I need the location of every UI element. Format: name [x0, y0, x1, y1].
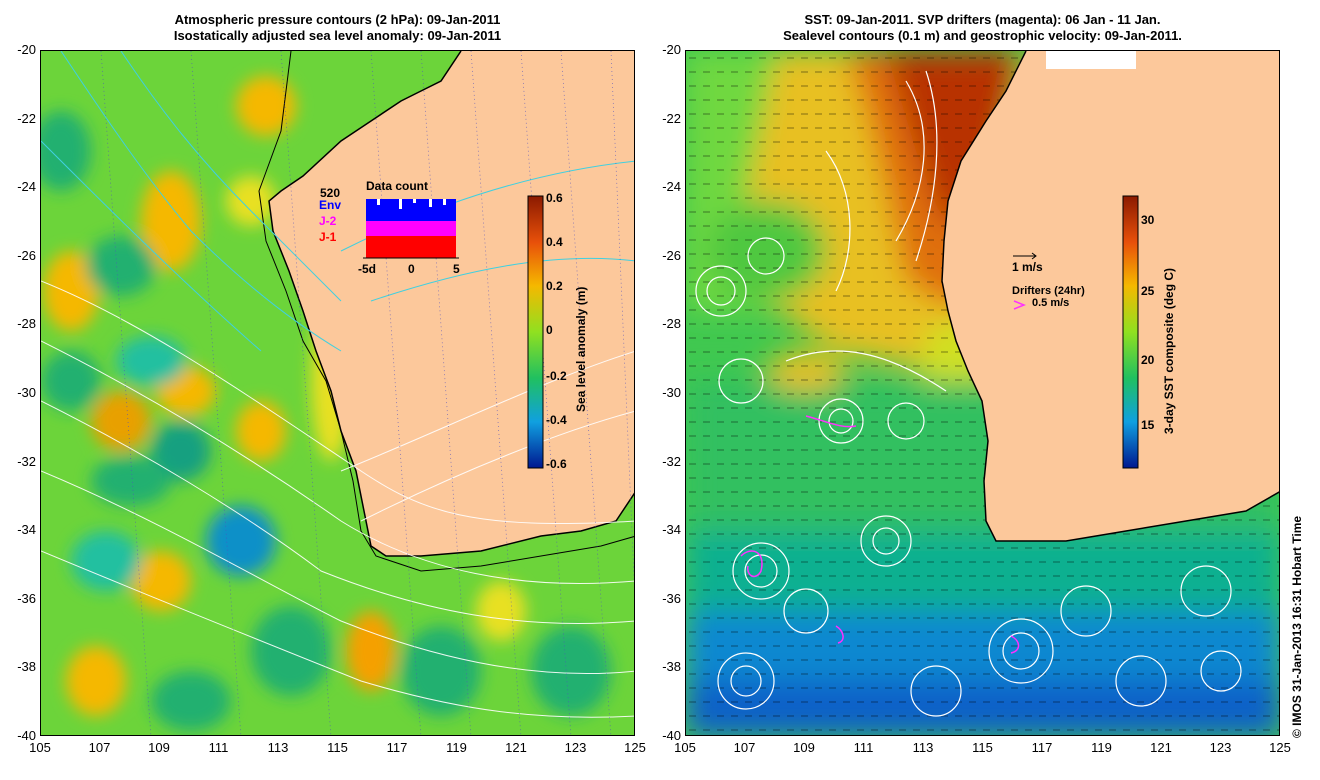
left-cbar-tick: 0.2 [546, 279, 563, 293]
right-lat-tick: -24 [662, 179, 681, 195]
left-lon-tick: 125 [624, 740, 646, 755]
inset-series-j1: J-1 [319, 230, 337, 244]
right-lon-tick: 115 [972, 740, 993, 755]
left-lat-tick: -30 [17, 385, 36, 400]
data-count-inset [363, 199, 459, 259]
right-lon-tick: 107 [733, 740, 756, 755]
right-lat-tick: -38 [662, 659, 681, 675]
drifter-legend-title: Drifters (24hr) [1012, 285, 1085, 297]
left-lat-tick: -20 [17, 42, 36, 57]
left-lat-tick: -36 [17, 590, 36, 606]
left-lon-tick: 107 [88, 740, 111, 755]
right-cbar-tick: 20 [1141, 353, 1155, 367]
left-lat-tick: -24 [17, 179, 36, 195]
inset-xtick: 0 [408, 262, 415, 276]
left-cbar-tick: 0 [546, 323, 553, 337]
credit-text: © IMOS 31-Jan-2013 16:31 Hobart Time [1290, 515, 1304, 738]
left-lon-tick: 121 [505, 740, 527, 755]
velocity-scale-arrow [1013, 252, 1037, 260]
right-lon-tick: 125 [1269, 740, 1291, 755]
right-lon-tick: 109 [793, 740, 815, 755]
left-lon-tick: 119 [446, 740, 467, 755]
right-lon-tick: 113 [912, 740, 934, 755]
sst-map [686, 51, 1279, 735]
left-lat-tick: -28 [17, 316, 36, 332]
left-lon-tick: 117 [386, 740, 408, 755]
right-lat-tick: -22 [662, 110, 681, 126]
inset-max-label: 520 [320, 186, 341, 200]
right-lon-tick: 105 [674, 740, 696, 755]
right-lon-tick: 117 [1031, 740, 1053, 755]
left-cbar-label: Sea level anomaly (m) [574, 286, 588, 412]
left-lon-tick: 115 [327, 740, 348, 755]
inset-xtick: -5d [358, 262, 376, 276]
right-map [685, 50, 1280, 736]
right-title-line2: Sealevel contours (0.1 m) and geostrophi… [783, 28, 1182, 43]
svp-drifter-tracks [740, 415, 1020, 654]
drifter-legend-value: 0.5 m/s [1032, 297, 1070, 309]
left-cbar-tick: 0.6 [546, 191, 563, 205]
drifter-legend-glyph [1013, 300, 1027, 310]
left-lat-tick: -34 [17, 522, 36, 538]
right-cbar-tick: 25 [1141, 284, 1155, 298]
velocity-legend-label: 1 m/s [1012, 260, 1043, 274]
right-cbar-tick: 30 [1141, 213, 1155, 227]
right-lat-tick: -30 [662, 385, 681, 400]
left-cbar-tick: -0.6 [546, 457, 567, 471]
inset-title: Data count [366, 179, 429, 193]
left-lon-tick: 105 [29, 740, 51, 755]
left-cbar-tick: -0.2 [546, 369, 567, 383]
right-lat-tick: -40 [662, 728, 681, 743]
right-lat-tick: -36 [662, 590, 681, 606]
left-lat-tick: -32 [17, 453, 36, 469]
left-lon-tick: 113 [267, 740, 289, 755]
sea-level-anomaly-map [41, 51, 634, 735]
left-lon-tick: 123 [564, 740, 587, 755]
australia-land-right [942, 51, 1279, 541]
right-lon-tick: 123 [1209, 740, 1232, 755]
right-lon-tick: 121 [1150, 740, 1172, 755]
right-lat-tick: -32 [662, 453, 681, 469]
right-lat-tick: -34 [662, 522, 681, 538]
inset-xtick: 5 [453, 262, 460, 276]
right-lon-tick: 119 [1091, 740, 1112, 755]
right-lat-tick: -20 [662, 42, 681, 57]
right-lon-tick: 111 [853, 740, 874, 755]
left-lat-tick: -22 [17, 110, 36, 126]
left-lat-tick: -38 [17, 659, 36, 675]
left-cbar-tick: -0.4 [546, 413, 567, 427]
left-colorbar [527, 195, 544, 469]
left-title-line1: Atmospheric pressure contours (2 hPa): 0… [174, 12, 501, 27]
right-cbar-tick: 15 [1141, 418, 1155, 432]
left-lon-tick: 109 [148, 740, 170, 755]
left-lat-tick: -26 [17, 247, 36, 263]
left-lon-tick: 111 [208, 740, 229, 755]
inset-series-j2: J-2 [319, 214, 337, 228]
left-cbar-tick: 0.4 [546, 235, 563, 249]
right-lat-tick: -28 [662, 316, 681, 332]
right-title-line1: SST: 09-Jan-2011. SVP drifters (magenta)… [804, 12, 1161, 27]
inset-series-env: Env [319, 198, 342, 212]
left-lat-tick: -40 [17, 728, 36, 743]
right-cbar-label: 3-day SST composite (deg C) [1162, 267, 1176, 434]
left-map [40, 50, 635, 736]
right-colorbar [1122, 195, 1139, 469]
right-lat-tick: -26 [662, 247, 681, 263]
left-title-line2: Isostatically adjusted sea level anomaly… [173, 28, 502, 43]
